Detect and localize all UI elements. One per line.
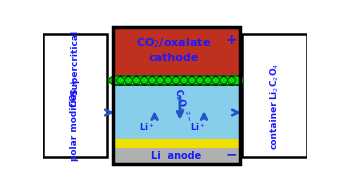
Bar [113,27,239,164]
Text: cathode: cathode [148,53,198,63]
Circle shape [124,76,140,85]
Bar [113,75,239,86]
Bar [113,27,239,75]
Text: Li  anode: Li anode [151,151,201,161]
Text: Li$_2$C$_2$O$_4$: Li$_2$C$_2$O$_4$ [268,62,281,100]
Bar [113,86,239,139]
Bar [43,34,107,156]
Circle shape [172,76,188,85]
Bar [113,148,239,164]
Circle shape [228,76,243,85]
Circle shape [196,76,212,85]
Text: Supercritical: Supercritical [71,29,79,94]
Circle shape [204,76,220,85]
Text: CO$_2$/oxalate: CO$_2$/oxalate [136,36,211,50]
Circle shape [180,76,196,85]
Text: polar modifier: polar modifier [71,88,79,161]
Text: container: container [270,100,279,149]
Circle shape [148,76,164,85]
Circle shape [133,76,148,85]
Circle shape [156,76,172,85]
Text: CO$_2$ +: CO$_2$ + [69,77,81,108]
Bar [113,139,239,148]
Circle shape [220,76,236,85]
Text: C$_2$O$_4$$^{2-}$: C$_2$O$_4$$^{2-}$ [171,87,194,124]
Circle shape [164,76,180,85]
Circle shape [140,76,156,85]
Circle shape [109,76,124,85]
Circle shape [117,76,132,85]
Circle shape [188,76,204,85]
Text: −: − [225,147,237,161]
Text: +: + [225,33,237,47]
Text: Li$^+$: Li$^+$ [190,121,206,133]
Bar [242,34,307,156]
Circle shape [212,76,228,85]
Text: Li$^+$: Li$^+$ [139,121,155,133]
